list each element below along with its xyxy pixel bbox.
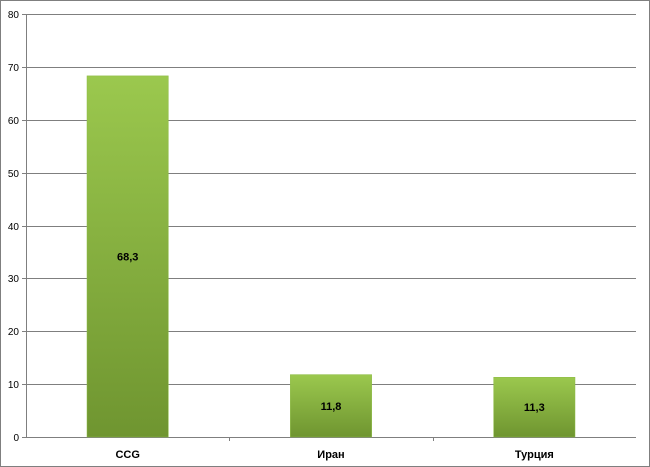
bar-1 <box>86 75 169 438</box>
data-label: 11,3 <box>524 402 545 414</box>
y-tick-label: 40 <box>8 222 20 233</box>
bar-3 <box>493 377 576 438</box>
labels: 0 10 20 30 40 50 60 70 80 68,3 CCG 11,8 Иран 11,3 Турц… <box>8 10 554 461</box>
y-tick-label: 50 <box>8 169 20 180</box>
bars <box>86 75 576 438</box>
x-category-label: Турция <box>515 449 554 461</box>
axes <box>22 14 636 441</box>
y-tick-label: 70 <box>8 63 20 74</box>
y-tick-label: 60 <box>8 116 20 127</box>
bar-2 <box>290 374 372 438</box>
y-tick-label: 0 <box>13 433 19 444</box>
y-tick-label: 20 <box>8 327 20 338</box>
y-tick-label: 30 <box>8 274 20 285</box>
y-tick-label: 80 <box>8 10 20 21</box>
x-category-label: Иран <box>317 449 344 461</box>
x-category-label: CCG <box>115 449 139 461</box>
data-label: 68,3 <box>117 251 138 263</box>
data-label: 11,8 <box>321 401 342 413</box>
y-tick-label: 10 <box>8 380 20 391</box>
